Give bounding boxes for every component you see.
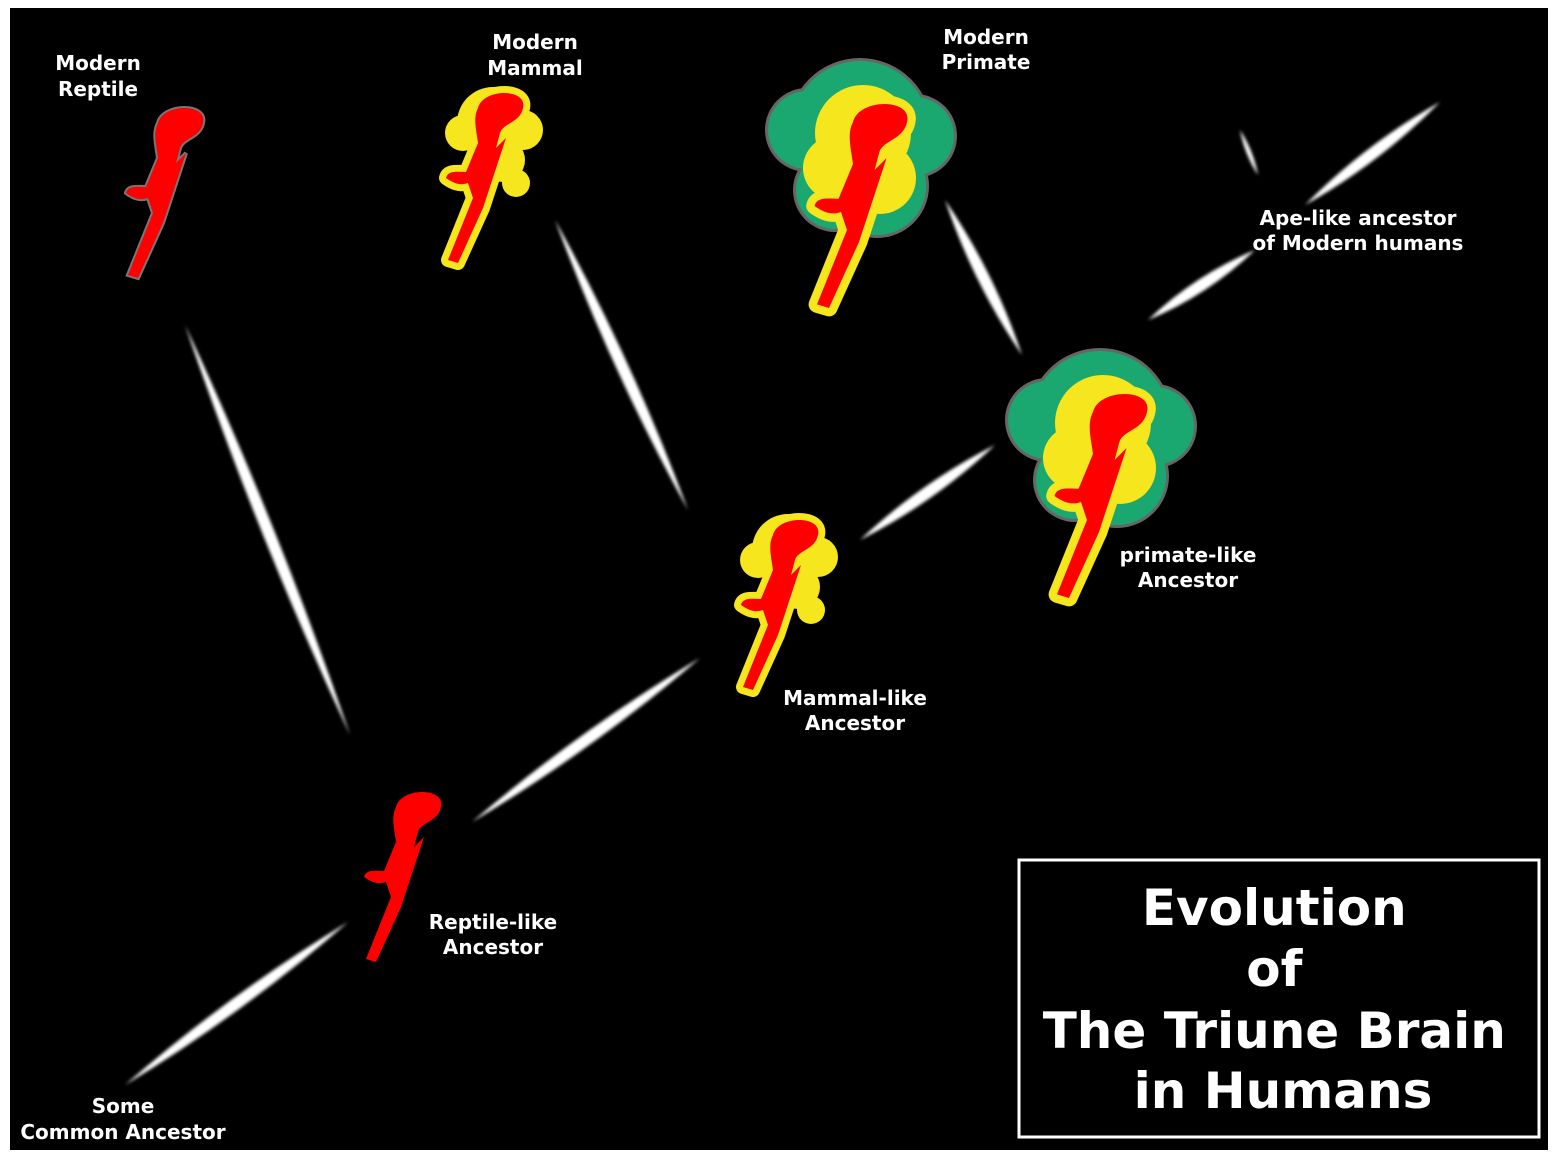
title: Evolution of The Triune Brain in Humans — [1043, 879, 1524, 1120]
branch — [860, 445, 995, 540]
branch — [1240, 130, 1258, 175]
branch — [125, 922, 348, 1085]
node-label: Ape-like ancestor of Modern humans — [1253, 206, 1464, 255]
branch — [185, 325, 350, 735]
node-label: Reptile-like Ancestor — [429, 910, 557, 959]
node-label: Mammal-like Ancestor — [783, 686, 927, 735]
node-label: Modern Primate — [942, 25, 1031, 74]
branch — [472, 658, 700, 822]
node-label: Some Common Ancestor — [20, 1094, 225, 1144]
branch — [555, 220, 688, 510]
branches — [125, 102, 1440, 1085]
branch — [1305, 102, 1440, 205]
branch — [1148, 250, 1255, 320]
node-label: Modern Reptile — [55, 51, 141, 101]
node-label: Modern Mammal — [487, 30, 582, 80]
title-box — [1017, 858, 1541, 1139]
branch — [945, 200, 1022, 355]
node-label: primate-like Ancestor — [1120, 543, 1257, 592]
